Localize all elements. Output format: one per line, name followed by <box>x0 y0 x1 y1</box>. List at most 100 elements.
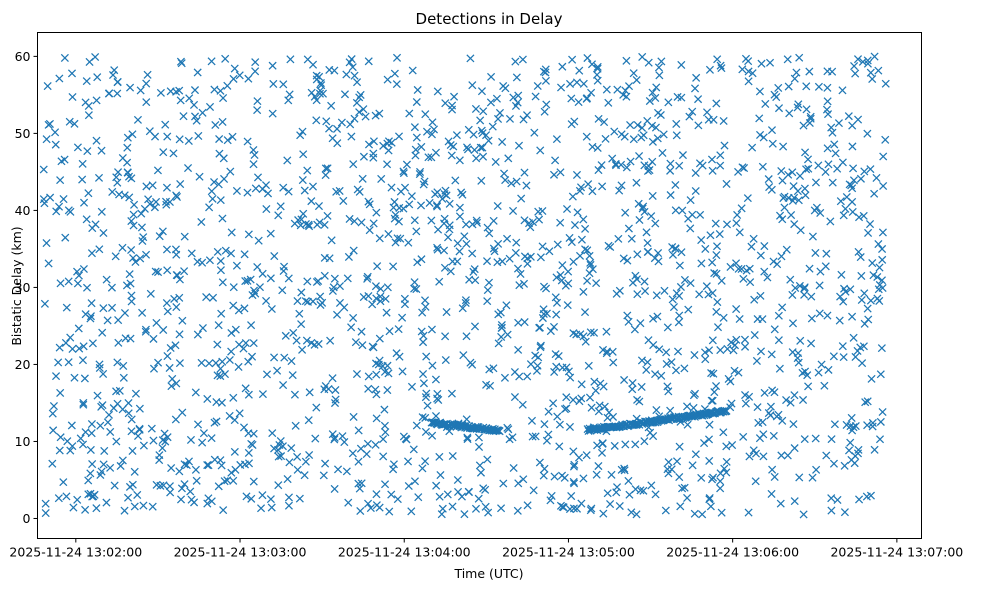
data-point <box>113 358 122 367</box>
x-tick-label: 2025-11-24 13:04:00 <box>338 545 471 560</box>
data-point <box>251 67 260 76</box>
data-point <box>442 308 451 317</box>
data-point <box>716 61 725 70</box>
data-point <box>485 229 494 238</box>
data-point <box>722 179 731 188</box>
data-point <box>244 357 253 366</box>
data-point <box>808 473 817 482</box>
data-point <box>210 418 219 427</box>
data-point <box>403 457 413 466</box>
data-point <box>673 92 682 101</box>
data-point <box>635 215 644 225</box>
data-point <box>784 82 793 91</box>
data-point <box>790 444 799 453</box>
data-point <box>247 352 257 361</box>
data-point <box>389 262 398 271</box>
data-point <box>477 176 486 185</box>
data-point <box>158 436 167 445</box>
data-point <box>752 356 761 365</box>
data-point <box>484 278 494 287</box>
data-point <box>483 286 492 295</box>
data-point <box>501 84 510 93</box>
data-point <box>730 341 740 350</box>
data-point <box>486 381 495 390</box>
data-point <box>567 492 576 501</box>
data-point <box>258 184 267 194</box>
data-point <box>527 416 537 425</box>
data-point <box>219 506 228 515</box>
data-point <box>712 269 721 278</box>
data-point <box>741 390 750 400</box>
data-point <box>315 72 324 81</box>
data-point <box>540 420 549 429</box>
data-point <box>629 135 638 144</box>
data-point <box>515 372 524 381</box>
data-point <box>205 203 214 212</box>
data-point <box>223 81 232 90</box>
data-point <box>176 57 185 66</box>
data-point <box>695 290 704 299</box>
data-point <box>100 446 109 455</box>
data-point <box>150 203 159 212</box>
data-point <box>712 99 721 108</box>
data-point <box>493 258 502 267</box>
data-point <box>773 260 782 269</box>
data-point <box>788 319 798 328</box>
data-point <box>622 163 631 172</box>
data-point <box>550 472 559 481</box>
data-point <box>85 57 94 66</box>
data-point <box>642 365 651 374</box>
data-point <box>95 360 104 369</box>
data-point <box>422 352 431 361</box>
data-point <box>466 54 475 63</box>
data-point <box>135 404 144 413</box>
data-point <box>637 356 647 365</box>
data-point <box>476 143 485 152</box>
data-point <box>312 71 321 80</box>
data-point <box>139 501 148 510</box>
data-point <box>519 475 528 484</box>
data-point <box>840 284 849 293</box>
data-point <box>740 335 750 344</box>
data-point <box>598 182 607 191</box>
data-point <box>532 366 541 375</box>
data-point <box>431 411 441 421</box>
data-point <box>609 358 618 367</box>
data-point <box>460 232 469 241</box>
data-point <box>123 168 132 177</box>
data-point <box>221 246 230 255</box>
data-point <box>564 367 573 376</box>
data-point <box>821 262 830 271</box>
data-point <box>533 81 542 91</box>
data-point <box>219 94 228 103</box>
data-point <box>633 395 642 404</box>
data-point <box>827 435 836 444</box>
data-point <box>544 430 553 439</box>
data-point <box>751 477 760 486</box>
data-point <box>749 446 758 455</box>
data-point <box>514 141 524 150</box>
data-point <box>569 329 578 338</box>
data-point <box>745 392 754 401</box>
data-point <box>328 286 337 296</box>
data-point <box>99 369 108 379</box>
data-point <box>102 498 111 507</box>
data-point <box>51 140 60 149</box>
data-point <box>628 278 637 287</box>
data-point <box>166 343 175 353</box>
data-point <box>866 68 875 77</box>
data-point <box>371 282 380 291</box>
data-point <box>864 228 873 237</box>
data-point <box>189 100 199 109</box>
data-point <box>337 118 346 127</box>
data-point <box>712 307 721 316</box>
data-point <box>788 168 797 177</box>
data-point <box>648 137 657 146</box>
x-tick-label: 2025-11-24 13:02:00 <box>9 545 142 560</box>
data-point <box>549 170 559 179</box>
data-point <box>800 283 809 292</box>
data-point <box>412 227 421 236</box>
data-point <box>81 98 90 107</box>
data-point <box>346 120 355 129</box>
data-point <box>704 115 713 124</box>
